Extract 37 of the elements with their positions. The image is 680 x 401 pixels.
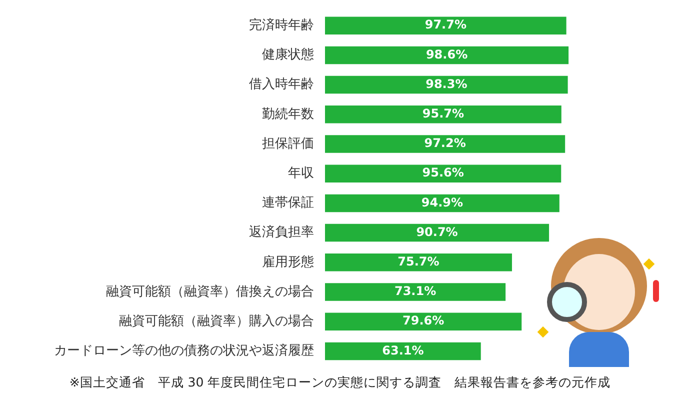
bar — [325, 164, 562, 182]
y-tick-label: 連帯保証 — [262, 196, 314, 211]
bar — [325, 312, 522, 330]
data-label: 95.6% — [422, 166, 464, 180]
text: ※国土交通省 平成 30 年度民間住宅ローンの実態に関する調査 結果報告書を参考の元作成 — [69, 374, 611, 390]
y-tick-label: 融資可能額（融資率）借換えの場合 — [106, 283, 314, 300]
y-tick-label: カードローン等の他の債務の状況や返済履歴 — [54, 342, 314, 359]
y-tick-label: 返済負担率 — [249, 224, 314, 240]
y-tick-label: 年収 — [288, 166, 314, 181]
data-label: 94.9% — [421, 195, 464, 210]
y-tick-label: 勤続年数 — [262, 106, 314, 122]
data-label: 75.7% — [398, 254, 440, 269]
y-tick-label: 融資可能額（融資率）購入の場合 — [119, 312, 314, 329]
y-tick-label: 健康状態 — [262, 48, 314, 63]
bar — [325, 135, 566, 153]
data-label: 63.1% — [382, 343, 424, 358]
data-label: 98.3% — [426, 76, 468, 91]
data-label: 73.1% — [394, 284, 436, 298]
data-label: 97.2% — [424, 136, 466, 150]
data-label: 90.7% — [416, 224, 458, 239]
y-tick-label: 雇用形態 — [262, 254, 314, 270]
bar — [325, 46, 569, 64]
bar — [325, 16, 566, 34]
data-label: 79.6% — [402, 314, 444, 328]
bar — [325, 76, 568, 94]
y-tick-label: 完済時年齢 — [249, 16, 314, 33]
data-label: 98.6% — [426, 47, 468, 62]
bar — [325, 194, 560, 212]
data-label: 95.7% — [422, 106, 464, 121]
bar — [325, 342, 481, 360]
data-label: 97.7% — [424, 18, 466, 32]
bar — [325, 254, 512, 272]
bar — [325, 283, 506, 301]
y-tick-label: 担保評価 — [262, 136, 314, 152]
bar — [325, 224, 550, 242]
y-tick-label: 借入時年齢 — [249, 77, 314, 92]
bar — [325, 106, 562, 124]
